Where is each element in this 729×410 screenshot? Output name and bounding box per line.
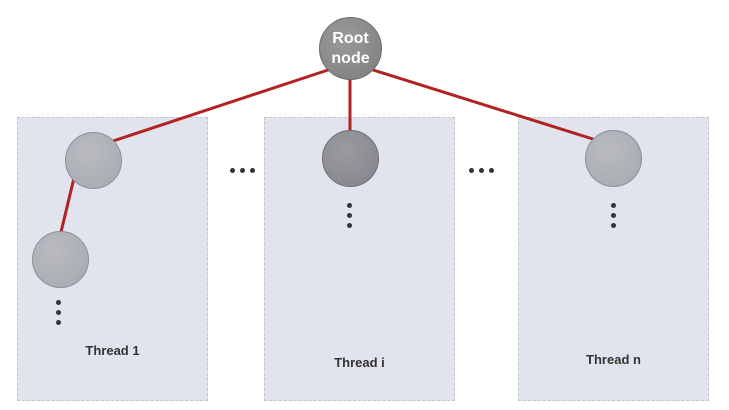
edge-root-thread1 [108, 67, 333, 144]
thread1-vertical-ellipsis [56, 300, 62, 330]
root-label: Root node [331, 29, 369, 69]
edge-thread1-child [59, 176, 76, 234]
root-label-line1: Root [332, 29, 369, 47]
thread-label-n: Thread n [586, 352, 641, 367]
thread1-child-node [32, 231, 89, 288]
thread-label-1: Thread 1 [85, 343, 140, 358]
thread-label-i: Thread i [334, 355, 385, 370]
threadn-node [585, 130, 642, 187]
root-node: Root node [319, 17, 382, 80]
threadi-node [322, 130, 379, 187]
thread-box-i: Thread i [264, 117, 455, 401]
threadi-vertical-ellipsis [347, 203, 353, 233]
horizontal-ellipsis-right [469, 168, 494, 173]
root-label-line2: node [331, 49, 370, 67]
thread1-node [65, 132, 122, 189]
threadn-vertical-ellipsis [611, 203, 617, 233]
horizontal-ellipsis-left [230, 168, 255, 173]
edge-root-threadn [368, 67, 598, 142]
